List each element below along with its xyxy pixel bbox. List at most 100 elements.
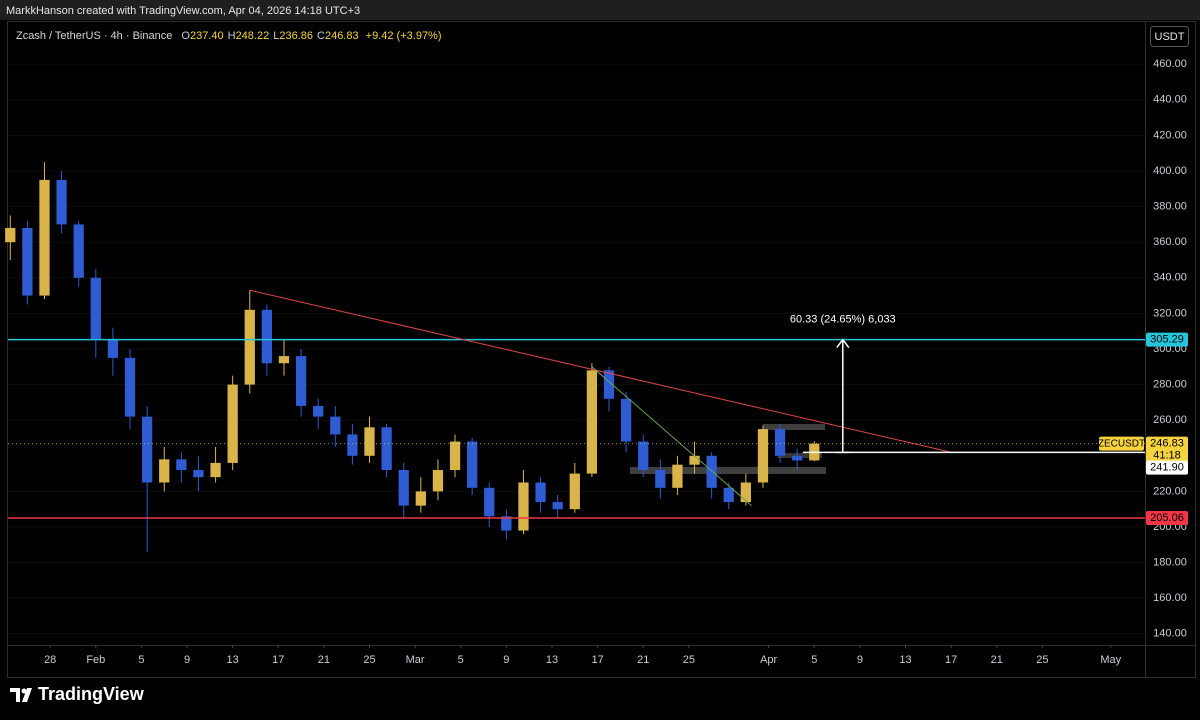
candle-body bbox=[620, 398, 632, 442]
x-tick-label: 13 bbox=[899, 654, 911, 666]
candle-body bbox=[22, 227, 33, 296]
candle-body bbox=[176, 459, 187, 471]
x-tick-label: 17 bbox=[272, 654, 284, 666]
y-tick-label: 180.00 bbox=[1153, 556, 1187, 568]
ohlc-value: 237.40 bbox=[190, 30, 224, 42]
candle-body bbox=[364, 427, 375, 456]
candle-body bbox=[90, 277, 101, 341]
candle-body bbox=[107, 340, 119, 358]
last-price-label: 246.83 bbox=[1150, 438, 1184, 450]
candle-body bbox=[381, 427, 392, 471]
x-tick-label: 9 bbox=[503, 654, 509, 666]
top-bar-text: MarkkHanson created with TradingView.com… bbox=[6, 5, 360, 17]
candle-body bbox=[141, 416, 153, 483]
change: +9.42 (+3.97%) bbox=[366, 30, 442, 42]
currency-button-text[interactable]: USDT bbox=[1155, 31, 1185, 43]
y-tick-label: 320.00 bbox=[1153, 307, 1187, 319]
ohlc-label: L bbox=[273, 30, 279, 42]
zone-box bbox=[763, 424, 825, 430]
candle-body bbox=[569, 473, 580, 510]
trend-line bbox=[591, 366, 752, 507]
x-tick-label: 21 bbox=[991, 654, 1003, 666]
candle-body bbox=[723, 487, 734, 503]
price-label: 205.06 bbox=[1150, 512, 1184, 524]
y-tick-label: 400.00 bbox=[1153, 165, 1187, 177]
ohlc-values: O237.40 H248.22 L236.86 C246.83 bbox=[181, 30, 358, 42]
candle-body bbox=[740, 482, 751, 503]
y-tick-label: 160.00 bbox=[1153, 592, 1187, 604]
x-tick-label: 21 bbox=[318, 654, 330, 666]
x-tick-label: 28 bbox=[44, 654, 56, 666]
price-label-box bbox=[1146, 332, 1188, 347]
x-tick-label: May bbox=[1100, 654, 1121, 666]
x-tick-label: 9 bbox=[184, 654, 190, 666]
candle-body bbox=[124, 357, 136, 417]
candle-body bbox=[672, 464, 683, 488]
candle-body bbox=[415, 491, 426, 506]
candle-body bbox=[757, 429, 769, 483]
x-tick-label: Apr bbox=[760, 654, 777, 666]
x-tick-label: 13 bbox=[227, 654, 239, 666]
candle-body bbox=[39, 179, 50, 296]
y-tick-label: 420.00 bbox=[1153, 129, 1187, 141]
x-tick-label: 9 bbox=[857, 654, 863, 666]
measure-price-label: 241.90 bbox=[1150, 462, 1184, 474]
x-tick-label: 5 bbox=[811, 654, 817, 666]
y-tick-label: 220.00 bbox=[1153, 485, 1187, 497]
ohlc-value: 236.86 bbox=[279, 30, 313, 42]
x-tick-label: 5 bbox=[458, 654, 464, 666]
symbol-legend: Zcash / TetherUS · 4h · Binance O237.40 H… bbox=[16, 30, 442, 42]
logo-dot bbox=[21, 688, 27, 694]
chart-pane bbox=[7, 21, 1196, 678]
ohlc-value: 248.22 bbox=[236, 30, 270, 42]
brand-name: TradingView bbox=[38, 684, 145, 704]
y-tick-label: 140.00 bbox=[1153, 628, 1187, 640]
candle-body bbox=[501, 516, 512, 531]
candle-body bbox=[73, 224, 84, 278]
y-tick-label: 340.00 bbox=[1153, 272, 1187, 284]
candle-body bbox=[210, 462, 221, 478]
drawings bbox=[630, 424, 826, 474]
candle-body bbox=[484, 487, 495, 517]
candles bbox=[5, 162, 820, 552]
ohlc-label: C bbox=[317, 30, 325, 42]
candle-body bbox=[330, 416, 341, 435]
measure-price-box bbox=[1146, 460, 1188, 475]
trend-line bbox=[249, 289, 952, 453]
candle-body bbox=[56, 179, 67, 225]
candle-body bbox=[518, 482, 529, 531]
candle-body bbox=[655, 470, 666, 488]
zone-box bbox=[630, 467, 826, 474]
countdown-label: 41:18 bbox=[1153, 450, 1181, 462]
currency-button-box[interactable] bbox=[1150, 26, 1189, 47]
candle-body bbox=[449, 441, 461, 471]
candle-body bbox=[603, 370, 615, 399]
ohlc-label: H bbox=[228, 30, 236, 42]
x-tick-label: 25 bbox=[1036, 654, 1048, 666]
x-tick-label: 13 bbox=[546, 654, 558, 666]
candle-body bbox=[552, 502, 563, 510]
price-label-box bbox=[1146, 510, 1188, 525]
brand-logo: TradingView bbox=[10, 684, 145, 704]
zone-box bbox=[778, 453, 822, 458]
candle-body bbox=[792, 455, 803, 461]
y-tick-label: 460.00 bbox=[1153, 58, 1187, 70]
candle-body bbox=[261, 309, 273, 364]
x-tick-label: 25 bbox=[363, 654, 375, 666]
candle-body bbox=[535, 482, 546, 503]
y-tick-label: 260.00 bbox=[1153, 414, 1187, 426]
y-tick-label: 360.00 bbox=[1153, 236, 1187, 248]
symbol-name: Zcash / TetherUS · 4h · Binance bbox=[16, 30, 172, 42]
measure-arrow-head bbox=[836, 338, 850, 349]
x-tick-label: Feb bbox=[86, 654, 105, 666]
x-tick-label: 21 bbox=[637, 654, 649, 666]
currency-button[interactable]: USDT bbox=[1150, 26, 1189, 47]
candle-body bbox=[467, 441, 478, 488]
candle-body bbox=[638, 441, 649, 471]
top-bar bbox=[0, 0, 1200, 20]
ticker-box bbox=[1099, 436, 1144, 451]
candle-body bbox=[689, 455, 700, 465]
candle-body bbox=[432, 470, 444, 492]
